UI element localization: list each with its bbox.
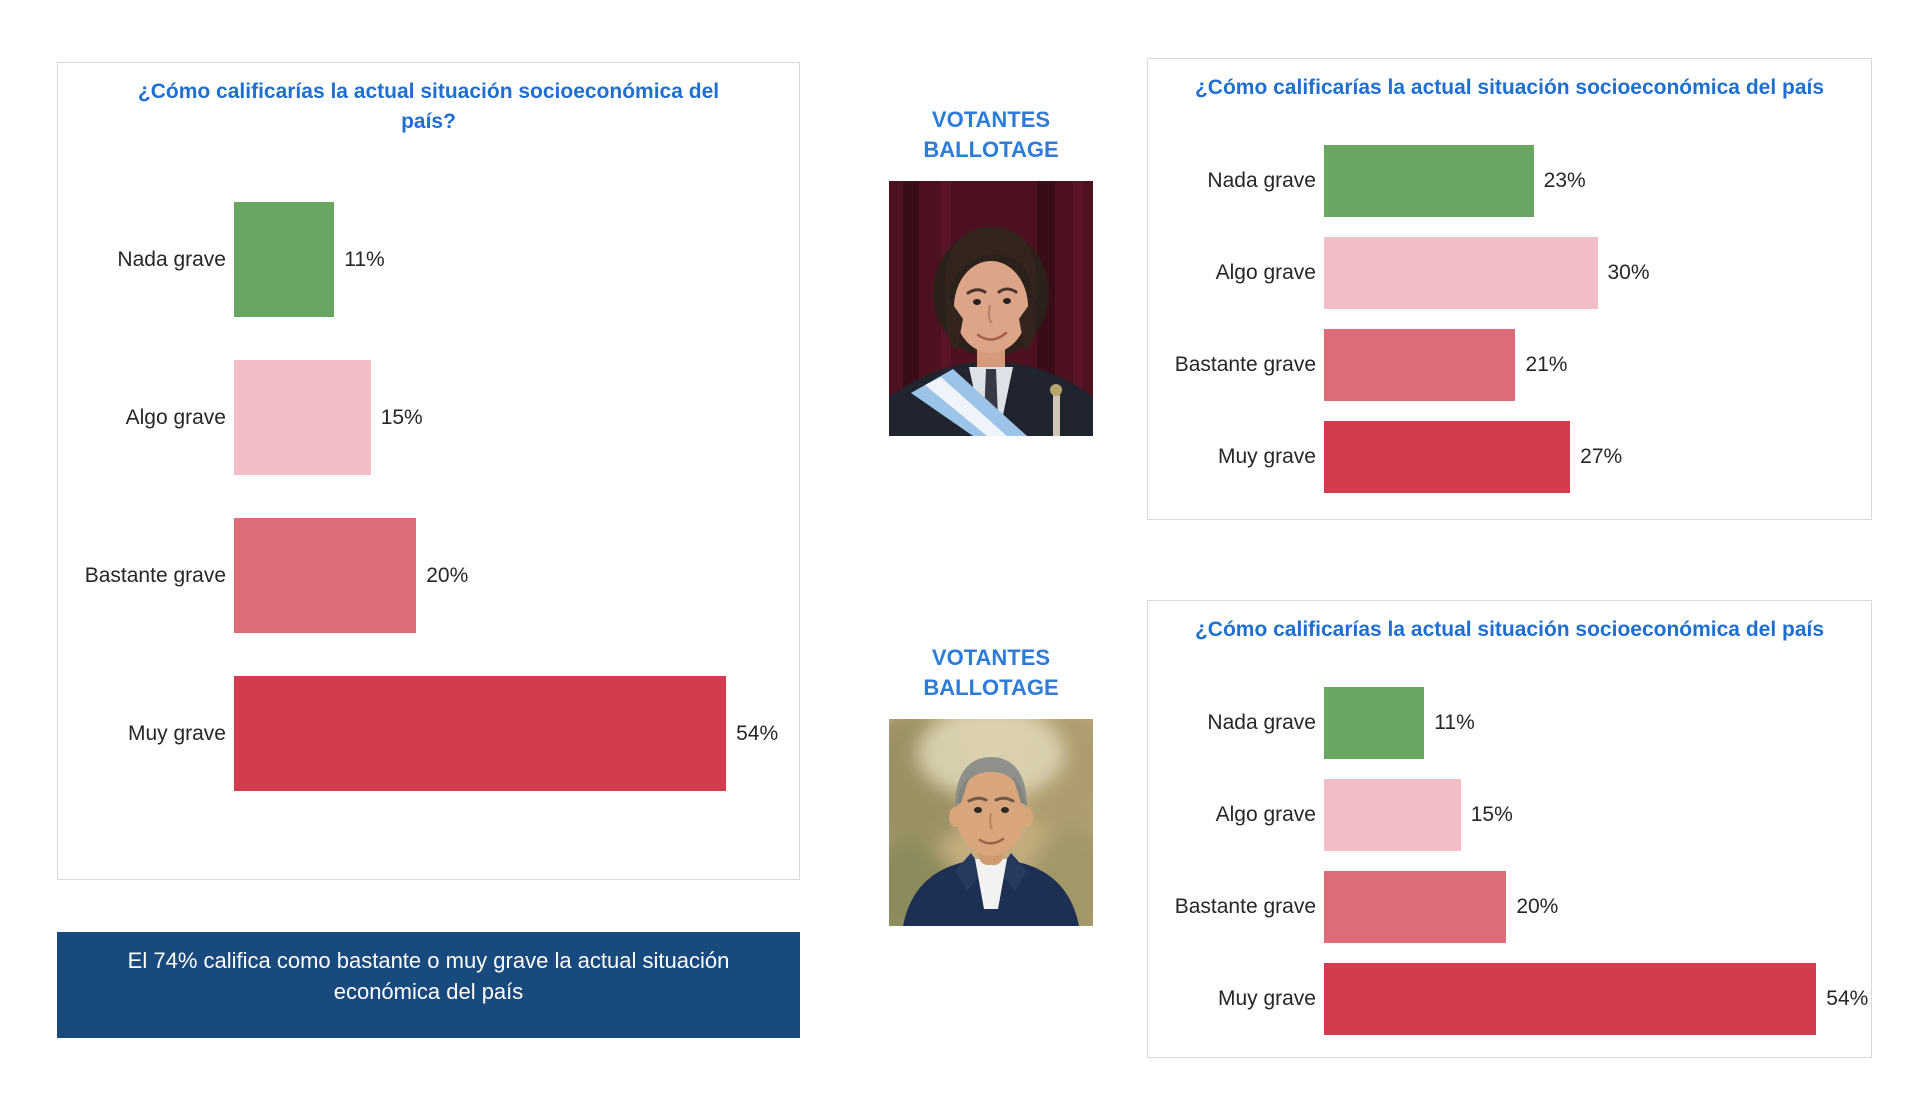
category-label: Muy grave <box>1217 987 1316 1010</box>
bar-row-nada-grave: Nada grave 23% <box>1148 145 1871 217</box>
bar-nada-grave <box>1324 145 1534 217</box>
voter-block-massa: VOTANTES BALLOTAGE <box>871 643 1111 926</box>
bar-chart-general: Nada grave 11% Algo grave 15% Bastante grave… <box>58 202 799 791</box>
bar-track: 54% <box>1324 963 1871 1035</box>
value-label: 21% <box>1525 353 1568 376</box>
chart-title-line: ¿Cómo calificarías la actual situación s… <box>1194 618 1825 641</box>
bar-row-algo-grave: Algo grave 15% <box>1148 779 1871 851</box>
bar-track: 15% <box>1324 779 1871 851</box>
bar-track: 20% <box>234 518 799 633</box>
chart-title-line: ¿Cómo calificarías la actual situación s… <box>137 80 720 103</box>
bar-row-muy-grave: Muy grave 54% <box>1148 963 1871 1035</box>
category-label: Algo grave <box>125 405 226 429</box>
bar-row-bastante-grave: Bastante grave 21% <box>1148 329 1871 401</box>
bar-row-bastante-grave: Bastante grave 20% <box>58 518 799 633</box>
value-label: 54% <box>1826 987 1869 1010</box>
voter-group-label-line: BALLOTAGE <box>923 137 1059 162</box>
bar-track: 11% <box>1324 687 1871 759</box>
bar-bastante-grave <box>1324 871 1507 943</box>
category-label: Nada grave <box>117 247 226 271</box>
value-label: 23% <box>1543 169 1586 192</box>
category-label: Bastante grave <box>1174 895 1316 918</box>
bar-row-muy-grave: Muy grave 27% <box>1148 421 1871 493</box>
bar-track: 30% <box>1324 237 1871 309</box>
chart-title-line: ¿Cómo calificarías la actual situación s… <box>1194 76 1825 99</box>
voter-block-milei: VOTANTES BALLOTAGE <box>871 105 1111 436</box>
chart-box-massa-voters: ¿Cómo calificarías la actual situación s… <box>1147 600 1872 1058</box>
category-label: Muy grave <box>1217 445 1316 468</box>
bar-row-bastante-grave: Bastante grave 20% <box>1148 871 1871 943</box>
category-label: Nada grave <box>1207 711 1316 734</box>
bar-row-algo-grave: Algo grave 15% <box>58 360 799 475</box>
bar-row-muy-grave: Muy grave 54% <box>58 676 799 791</box>
chart-title: ¿Cómo calificarías la actual situación s… <box>1148 59 1871 103</box>
voter-group-label-line: VOTANTES <box>931 645 1051 670</box>
category-label: Nada grave <box>1207 169 1316 192</box>
bar-chart-milei-voters: Nada grave 23% Algo grave 30% Bastante grave… <box>1148 145 1871 493</box>
category-label: Algo grave <box>1215 261 1316 284</box>
bar-algo-grave <box>1324 237 1598 309</box>
bar-row-nada-grave: Nada grave 11% <box>58 202 799 317</box>
bar-bastante-grave <box>234 518 417 633</box>
bar-track: 20% <box>1324 871 1871 943</box>
bar-nada-grave <box>1324 687 1425 759</box>
value-label: 20% <box>426 563 469 587</box>
chart-title: ¿Cómo calificarías la actual situación s… <box>58 63 799 137</box>
chart-title: ¿Cómo calificarías la actual situación s… <box>1148 601 1871 645</box>
bar-algo-grave <box>1324 779 1461 851</box>
summary-banner-line: El 74% califica como bastante o muy grav… <box>127 948 730 973</box>
category-label: Bastante grave <box>1174 353 1316 376</box>
bar-track: 23% <box>1324 145 1871 217</box>
bar-row-nada-grave: Nada grave 11% <box>1148 687 1871 759</box>
bar-track: 11% <box>234 202 799 317</box>
candidate-photo-massa <box>889 719 1093 926</box>
value-label: 54% <box>736 721 779 745</box>
chart-box-milei-voters: ¿Cómo calificarías la actual situación s… <box>1147 58 1872 520</box>
value-label: 30% <box>1607 261 1650 284</box>
bar-muy-grave <box>234 676 727 791</box>
summary-banner: El 74% califica como bastante o muy grav… <box>57 932 800 1038</box>
bar-bastante-grave <box>1324 329 1516 401</box>
voter-group-label-line: VOTANTES <box>931 107 1051 132</box>
candidate-photo-milei <box>889 181 1093 436</box>
bar-track: 21% <box>1324 329 1871 401</box>
bar-track: 54% <box>234 676 799 791</box>
value-label: 20% <box>1516 895 1559 918</box>
value-label: 11% <box>1434 711 1475 734</box>
voter-group-label-line: BALLOTAGE <box>923 675 1059 700</box>
category-label: Algo grave <box>1215 803 1316 826</box>
voter-group-label: VOTANTES BALLOTAGE <box>871 105 1111 165</box>
chart-title-line: país? <box>401 110 456 133</box>
bar-chart-massa-voters: Nada grave 11% Algo grave 15% Bastante grave… <box>1148 687 1871 1035</box>
voter-group-label: VOTANTES BALLOTAGE <box>871 643 1111 703</box>
value-label: 15% <box>380 405 423 429</box>
bar-muy-grave <box>1324 963 1817 1035</box>
bar-track: 15% <box>234 360 799 475</box>
value-label: 27% <box>1580 445 1623 468</box>
chart-box-general: ¿Cómo calificarías la actual situación s… <box>57 62 800 880</box>
bar-track: 27% <box>1324 421 1871 493</box>
bar-nada-grave <box>234 202 335 317</box>
category-label: Muy grave <box>127 721 226 745</box>
bar-algo-grave <box>234 360 371 475</box>
bar-muy-grave <box>1324 421 1571 493</box>
summary-banner-line: económica del país <box>333 979 524 1004</box>
category-label: Bastante grave <box>84 563 226 587</box>
bar-row-algo-grave: Algo grave 30% <box>1148 237 1871 309</box>
value-label: 11% <box>344 247 385 271</box>
value-label: 15% <box>1470 803 1513 826</box>
